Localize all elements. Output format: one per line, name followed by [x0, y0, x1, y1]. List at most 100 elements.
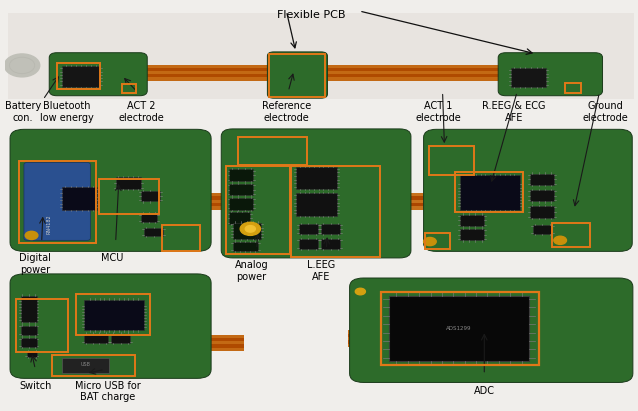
Point [132, 71, 142, 78]
Point [486, 162, 496, 169]
Point [261, 164, 271, 171]
Point [36, 319, 47, 325]
Point [450, 233, 461, 240]
Point [464, 279, 474, 285]
Point [568, 202, 579, 209]
Point [57, 303, 67, 309]
Point [15, 317, 26, 324]
Point [141, 302, 151, 309]
Point [228, 145, 238, 152]
Point [269, 179, 279, 186]
Point [466, 245, 477, 252]
Point [34, 206, 45, 213]
Point [485, 136, 495, 143]
Point [517, 138, 527, 144]
Point [183, 148, 193, 154]
Point [98, 133, 108, 140]
Point [161, 240, 172, 246]
Point [138, 285, 149, 291]
Point [156, 281, 166, 287]
Point [14, 315, 24, 322]
Point [441, 213, 451, 219]
Point [369, 248, 380, 254]
Point [53, 70, 63, 77]
Point [16, 363, 26, 370]
Point [540, 345, 551, 352]
Point [83, 132, 93, 138]
Point [105, 90, 115, 96]
Point [569, 55, 579, 62]
Point [191, 166, 202, 173]
Point [81, 280, 91, 286]
Point [459, 203, 470, 210]
Point [517, 292, 528, 298]
Point [390, 309, 401, 316]
Point [38, 243, 48, 249]
Point [565, 77, 575, 84]
Point [48, 144, 59, 150]
Point [127, 188, 137, 194]
Point [341, 248, 352, 254]
Point [394, 303, 404, 309]
Point [184, 309, 194, 316]
Point [323, 186, 333, 192]
Point [360, 337, 370, 344]
Point [98, 83, 108, 90]
Point [141, 346, 151, 353]
Point [531, 350, 542, 356]
Point [91, 225, 101, 232]
Point [311, 183, 322, 189]
Point [313, 89, 323, 96]
Point [289, 242, 299, 249]
Point [456, 236, 466, 242]
Point [38, 307, 48, 314]
Point [459, 244, 469, 251]
Point [461, 176, 471, 182]
Point [419, 281, 429, 288]
Point [138, 198, 149, 204]
Point [163, 332, 174, 338]
Point [502, 301, 512, 308]
Point [583, 232, 593, 238]
Point [352, 245, 362, 252]
Point [195, 286, 205, 292]
Point [167, 136, 177, 142]
Point [114, 205, 124, 211]
Point [16, 162, 26, 169]
Point [516, 193, 526, 200]
Point [480, 221, 491, 227]
Point [566, 75, 576, 81]
Point [31, 240, 41, 247]
Point [542, 61, 553, 68]
Point [547, 181, 558, 188]
Point [17, 322, 27, 329]
Point [593, 294, 603, 300]
Point [137, 206, 147, 213]
Point [145, 306, 156, 313]
Point [554, 62, 564, 68]
Point [59, 292, 70, 299]
Point [535, 351, 545, 357]
Point [45, 132, 56, 138]
Point [444, 292, 454, 298]
Point [175, 221, 185, 227]
Point [70, 291, 80, 297]
Point [97, 333, 107, 340]
Point [36, 139, 47, 145]
Point [501, 199, 512, 206]
Point [581, 326, 591, 332]
Point [112, 285, 122, 292]
Point [578, 279, 588, 286]
Point [388, 342, 398, 349]
Point [107, 236, 117, 243]
Point [29, 365, 39, 371]
Point [160, 159, 170, 166]
Point [181, 164, 191, 171]
Point [135, 346, 145, 353]
Point [135, 187, 145, 193]
Point [612, 339, 623, 346]
Point [429, 308, 439, 314]
Point [329, 197, 339, 203]
Point [105, 210, 115, 217]
Point [237, 233, 247, 239]
